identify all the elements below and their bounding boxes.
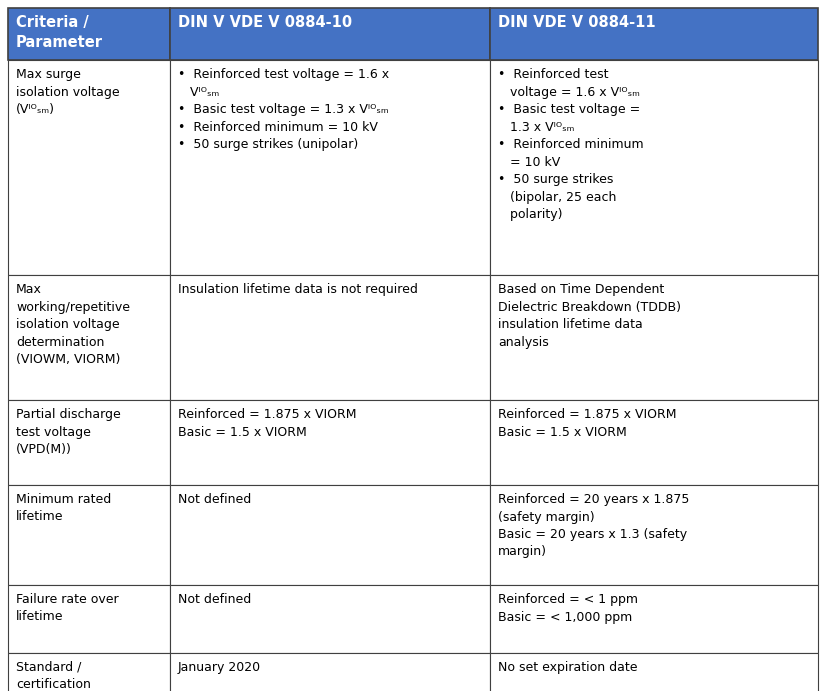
Text: Reinforced = 1.875 x VIORM
Basic = 1.5 x VIORM: Reinforced = 1.875 x VIORM Basic = 1.5 x… (498, 408, 677, 439)
Bar (170, 485, 490, 585)
Bar (490, 485, 818, 585)
Bar (490, 275, 818, 400)
Text: Minimum rated
lifetime: Minimum rated lifetime (16, 493, 111, 524)
Bar (8, 8, 170, 60)
Text: •  Reinforced test
   voltage = 1.6 x Vᴵᴼₛₘ
•  Basic test voltage =
   1.3 x Vᴵᴼ: • Reinforced test voltage = 1.6 x Vᴵᴼₛₘ … (498, 68, 644, 221)
Text: January 2020: January 2020 (178, 661, 261, 674)
Text: •  Reinforced test voltage = 1.6 x
   Vᴵᴼₛₘ
•  Basic test voltage = 1.3 x Vᴵᴼₛₘ
: • Reinforced test voltage = 1.6 x Vᴵᴼₛₘ … (178, 68, 389, 151)
Bar (8, 275, 170, 400)
Bar (8, 585, 170, 653)
Text: Partial discharge
test voltage
(VPD(M)): Partial discharge test voltage (VPD(M)) (16, 408, 121, 456)
Bar (8, 60, 170, 275)
Text: Reinforced = < 1 ppm
Basic = < 1,000 ppm: Reinforced = < 1 ppm Basic = < 1,000 ppm (498, 593, 638, 623)
Bar (490, 653, 818, 691)
Text: Max surge
isolation voltage
(Vᴵᴼₛₘ): Max surge isolation voltage (Vᴵᴼₛₘ) (16, 68, 119, 116)
Bar (490, 60, 818, 275)
Text: Based on Time Dependent
Dielectric Breakdown (TDDB)
insulation lifetime data
ana: Based on Time Dependent Dielectric Break… (498, 283, 681, 348)
Text: Criteria /
Parameter: Criteria / Parameter (16, 15, 103, 50)
Bar (170, 653, 490, 691)
Text: Standard /
certification
expiration: Standard / certification expiration (16, 661, 91, 691)
Text: Failure rate over
lifetime: Failure rate over lifetime (16, 593, 119, 623)
Text: No set expiration date: No set expiration date (498, 661, 638, 674)
Text: Not defined: Not defined (178, 493, 251, 506)
Bar (170, 585, 490, 653)
Bar (170, 400, 490, 485)
Text: Insulation lifetime data is not required: Insulation lifetime data is not required (178, 283, 418, 296)
Bar (170, 275, 490, 400)
Bar (8, 485, 170, 585)
Bar (170, 8, 490, 60)
Bar (170, 60, 490, 275)
Text: Reinforced = 20 years x 1.875
(safety margin)
Basic = 20 years x 1.3 (safety
mar: Reinforced = 20 years x 1.875 (safety ma… (498, 493, 690, 558)
Text: DIN VDE V 0884-11: DIN VDE V 0884-11 (498, 15, 656, 30)
Text: Not defined: Not defined (178, 593, 251, 606)
Bar (8, 653, 170, 691)
Bar (490, 400, 818, 485)
Text: Max
working/repetitive
isolation voltage
determination
(VIOWM, VIORM): Max working/repetitive isolation voltage… (16, 283, 130, 366)
Bar (490, 585, 818, 653)
Bar (490, 8, 818, 60)
Text: Reinforced = 1.875 x VIORM
Basic = 1.5 x VIORM: Reinforced = 1.875 x VIORM Basic = 1.5 x… (178, 408, 357, 439)
Bar (8, 400, 170, 485)
Text: DIN V VDE V 0884-10: DIN V VDE V 0884-10 (178, 15, 352, 30)
